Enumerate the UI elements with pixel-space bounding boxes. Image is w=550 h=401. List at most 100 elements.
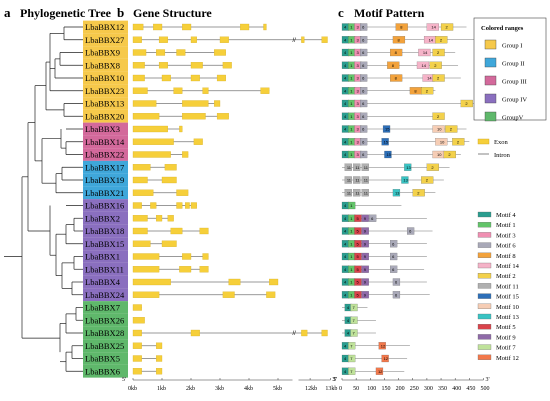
motif-box bbox=[406, 227, 415, 235]
exon-block bbox=[132, 138, 174, 145]
motif-box bbox=[361, 252, 369, 261]
motif-number: 12 bbox=[381, 343, 386, 348]
motif-number: 2 bbox=[440, 37, 443, 42]
exon-block bbox=[132, 113, 160, 120]
motif-box bbox=[392, 278, 401, 286]
motif-number: 10 bbox=[440, 139, 445, 144]
axis-tick-label: 350 bbox=[438, 386, 447, 392]
exon-block bbox=[161, 240, 177, 247]
motif-number: 1 bbox=[350, 203, 353, 208]
group-swatch bbox=[484, 57, 497, 68]
motif-box bbox=[443, 150, 456, 159]
exon-block bbox=[132, 304, 142, 311]
motif-swatch bbox=[477, 252, 492, 258]
motif-box bbox=[360, 23, 368, 31]
motif-number: 12 bbox=[378, 369, 383, 374]
svg-text:c: c bbox=[338, 5, 344, 20]
motif-number: 4 bbox=[344, 267, 347, 272]
gene-label-bg bbox=[83, 173, 128, 187]
gene-label: LbaBBX25 bbox=[85, 341, 124, 351]
motif-number: 1 bbox=[350, 50, 353, 55]
axis-5prime: 5' bbox=[122, 377, 126, 383]
gene-label: LbaBBX18 bbox=[85, 226, 124, 236]
panel-b-title: b Gene Structure bbox=[117, 5, 212, 20]
motif-number: 4 bbox=[344, 254, 347, 259]
motif-legend-label: Motif 12 bbox=[496, 355, 519, 362]
axis-tick-label: 100 bbox=[367, 386, 376, 392]
motif-box bbox=[390, 48, 403, 57]
exon-block bbox=[214, 100, 221, 107]
group-swatch bbox=[484, 75, 497, 86]
motif-number: 1 bbox=[350, 37, 353, 42]
motif-number: 2 bbox=[450, 127, 453, 132]
motif-legend-label: Motif 7 bbox=[496, 345, 516, 352]
exon-block bbox=[161, 74, 171, 82]
motif-number: 9 bbox=[364, 241, 367, 246]
exon-block bbox=[193, 138, 203, 145]
motif-number: 6 bbox=[362, 76, 365, 81]
exon-block bbox=[202, 87, 209, 94]
motif-number: 2 bbox=[417, 190, 420, 195]
motif-number: 6 bbox=[362, 139, 365, 144]
motif-number: 6 bbox=[362, 25, 365, 30]
motif-number: 4 bbox=[344, 369, 347, 374]
gene-label: LbaBBX20 bbox=[85, 111, 124, 121]
motif-box bbox=[390, 240, 398, 248]
motif-number: 3 bbox=[356, 63, 359, 68]
svg-text:Motif Pattern: Motif Pattern bbox=[354, 6, 425, 20]
gene-label: LbaBBX16 bbox=[85, 201, 124, 211]
gene-label: LbaBBX24 bbox=[85, 290, 125, 300]
motif-number: 6 bbox=[395, 292, 398, 297]
gene-label-bg bbox=[83, 288, 128, 302]
motif-number: 1 bbox=[350, 25, 353, 30]
motif-box bbox=[421, 87, 434, 95]
exon-block bbox=[301, 329, 308, 337]
motif-box bbox=[401, 176, 409, 184]
exon-block bbox=[190, 329, 200, 337]
exon-swatch bbox=[477, 138, 490, 145]
motif-box bbox=[418, 48, 431, 57]
exon-block bbox=[190, 202, 197, 209]
gene-label-bg bbox=[83, 148, 128, 161]
exon-block bbox=[132, 355, 142, 362]
motif-box bbox=[350, 316, 358, 324]
motif-box bbox=[354, 252, 362, 261]
gene-label: LbaBBX14 bbox=[85, 137, 125, 147]
motif-number: 3 bbox=[356, 152, 359, 157]
exon-block bbox=[164, 164, 177, 171]
motif-box bbox=[378, 342, 386, 350]
svg-text:b: b bbox=[117, 5, 124, 20]
exon-block bbox=[190, 62, 203, 69]
motif-number: 9 bbox=[364, 292, 367, 297]
motif-number: 9 bbox=[364, 254, 367, 259]
motif-number: 9 bbox=[364, 216, 367, 221]
motif-box bbox=[354, 278, 362, 286]
motif-box bbox=[353, 189, 361, 197]
motif-box bbox=[382, 125, 391, 133]
motif-number: 11 bbox=[355, 165, 360, 170]
gene-label: LbaBBX7 bbox=[85, 303, 120, 313]
exon-block bbox=[321, 329, 328, 337]
motif-box bbox=[460, 99, 473, 108]
motif-number: 11 bbox=[347, 178, 352, 183]
motif-number: 6 bbox=[362, 37, 365, 42]
exon-block bbox=[260, 87, 270, 94]
motif-box bbox=[384, 150, 392, 159]
gene-label-bg bbox=[83, 20, 128, 34]
motif-number: 6 bbox=[392, 254, 395, 259]
axis-break-mark: // bbox=[293, 331, 297, 337]
motif-number: 2 bbox=[446, 25, 449, 30]
motif-number: 8 bbox=[395, 76, 398, 81]
exon-block bbox=[132, 87, 148, 94]
motif-box bbox=[360, 74, 368, 82]
motif-box bbox=[381, 354, 389, 363]
motif-box bbox=[390, 252, 398, 261]
motif-pattern-panel: 4 1 3 6 8 14 24 1 3 6 8 14 24 1 3 6 8 14 24 1 3 6 8 14 24 1 3 6 8 14 2… bbox=[341, 23, 478, 375]
motif-box bbox=[354, 265, 362, 273]
motif-box bbox=[348, 342, 356, 350]
exon-block bbox=[176, 202, 183, 209]
motif-number: 4 bbox=[347, 331, 350, 336]
motif-number: 9 bbox=[364, 267, 367, 272]
motif-number: 4 bbox=[347, 318, 350, 323]
